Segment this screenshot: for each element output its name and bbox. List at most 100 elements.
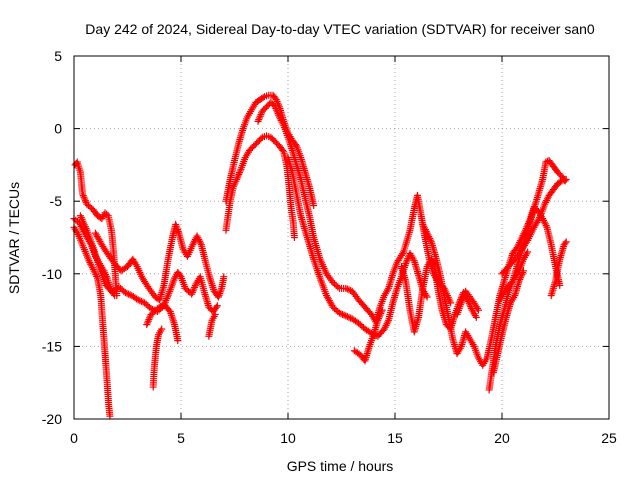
data-point	[234, 172, 242, 180]
data-point	[143, 321, 151, 329]
data-point	[290, 234, 298, 241]
data-point	[271, 103, 279, 111]
data-point	[519, 269, 527, 277]
series-track-u	[453, 287, 482, 318]
series-track-i	[222, 132, 298, 241]
data-point	[191, 282, 199, 290]
data-point	[467, 304, 475, 312]
data-point	[143, 319, 151, 327]
data-point	[211, 310, 219, 318]
data-point	[556, 178, 564, 186]
data-point	[137, 297, 145, 305]
data-point	[375, 313, 383, 321]
y-axis-label: SDTVAR / TECUs	[6, 182, 22, 294]
series-track-o	[419, 203, 564, 369]
data-point	[213, 302, 221, 310]
data-point	[403, 256, 411, 264]
data-point	[337, 310, 345, 318]
data-point	[136, 297, 144, 305]
series-track-q	[498, 175, 570, 278]
data-point	[474, 306, 482, 314]
data-point	[256, 112, 264, 120]
data-point	[191, 283, 199, 291]
data-point	[561, 239, 569, 247]
data-point	[259, 94, 267, 102]
data-point	[235, 170, 243, 178]
x-tick-label: 20	[494, 430, 510, 446]
data-point	[517, 274, 525, 282]
series-track-f	[143, 300, 182, 345]
series-track-h	[205, 310, 219, 340]
data-point	[340, 311, 348, 319]
data-point	[273, 108, 281, 116]
data-point	[123, 289, 131, 297]
y-tick-label: 5	[54, 48, 62, 64]
data-point	[233, 175, 241, 183]
data-point	[377, 309, 385, 317]
data-point	[121, 289, 129, 297]
data-point	[273, 106, 281, 114]
x-tick-label: 10	[280, 430, 296, 446]
data-point	[146, 314, 154, 322]
data-point	[472, 313, 480, 321]
data-point	[523, 238, 531, 246]
data-point	[398, 250, 406, 258]
data-point	[174, 337, 182, 345]
y-tick-label: 0	[54, 121, 62, 137]
data-point	[536, 213, 544, 221]
data-point	[377, 308, 385, 316]
series-track-s	[489, 267, 527, 377]
data-point	[345, 313, 353, 321]
data-point	[378, 306, 386, 314]
grid-lines	[74, 56, 609, 419]
data-point	[556, 281, 564, 289]
data-point	[134, 296, 142, 304]
data-point	[518, 270, 526, 278]
data-point	[190, 285, 198, 293]
chart-title: Day 242 of 2024, Sidereal Day-to-day VTE…	[85, 21, 595, 37]
data-point	[254, 117, 262, 125]
x-axis-label: GPS time / hours	[287, 458, 394, 474]
data-point	[255, 116, 263, 124]
data-point	[188, 288, 196, 296]
data-point	[81, 197, 89, 205]
data-point	[257, 135, 265, 143]
data-point	[144, 317, 152, 325]
data-point	[342, 312, 350, 320]
y-tick-label: -5	[50, 193, 63, 209]
data-point	[257, 111, 265, 119]
data-point	[374, 316, 382, 324]
data-point	[158, 325, 166, 333]
data-point	[334, 283, 342, 291]
data-point	[343, 285, 351, 293]
data-point	[279, 146, 287, 154]
data-point	[562, 175, 570, 183]
data-point	[402, 258, 410, 266]
axes: 0 5 10 15 20 25 -20 -15 -10 -5 0 5	[42, 48, 617, 446]
data-point	[125, 290, 133, 298]
data-point	[516, 275, 524, 283]
data-point	[343, 313, 351, 321]
data-point	[233, 174, 241, 182]
data-point	[375, 315, 383, 323]
data-point	[517, 272, 525, 280]
data-point	[189, 287, 197, 295]
series-track-m	[350, 306, 386, 365]
data-point	[220, 273, 228, 281]
data-point	[275, 111, 283, 119]
data-point	[310, 202, 318, 210]
data-points	[70, 91, 570, 420]
series-track-g	[149, 325, 166, 391]
data-point	[80, 193, 88, 201]
data-point	[188, 290, 196, 298]
data-point	[145, 316, 153, 324]
series-track-t	[547, 238, 570, 300]
data-point	[255, 114, 263, 122]
data-point	[79, 190, 87, 198]
x-tick-label: 15	[387, 430, 403, 446]
data-point	[473, 304, 481, 312]
series-track-r	[496, 248, 532, 304]
data-point	[235, 169, 243, 177]
x-tick-label: 0	[70, 430, 78, 446]
